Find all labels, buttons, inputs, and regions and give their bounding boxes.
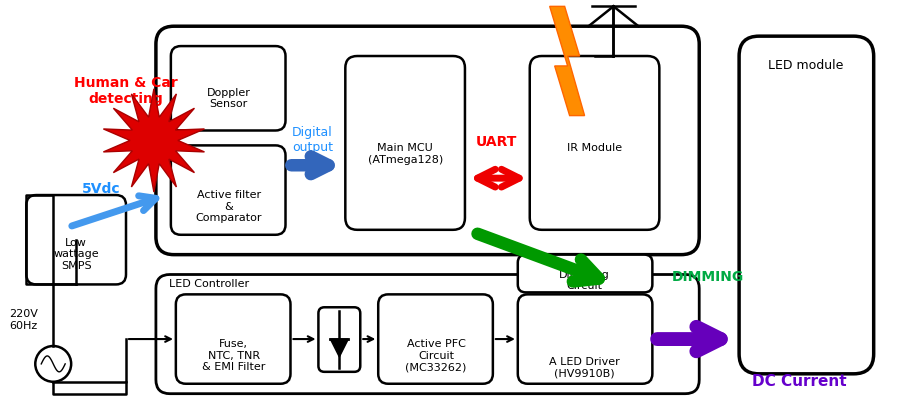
FancyBboxPatch shape bbox=[171, 145, 286, 235]
Text: A LED Driver
(HV9910B): A LED Driver (HV9910B) bbox=[550, 357, 620, 379]
FancyBboxPatch shape bbox=[518, 255, 652, 292]
Text: 220V
60Hz: 220V 60Hz bbox=[9, 309, 39, 331]
FancyBboxPatch shape bbox=[530, 56, 659, 230]
Text: DIMMING: DIMMING bbox=[672, 270, 744, 284]
FancyBboxPatch shape bbox=[319, 307, 360, 372]
Text: Active filter
&
Comparator: Active filter & Comparator bbox=[196, 190, 262, 223]
FancyBboxPatch shape bbox=[171, 46, 286, 130]
Text: DC Current: DC Current bbox=[752, 374, 846, 389]
Text: Main MCU
(ATmega128): Main MCU (ATmega128) bbox=[367, 143, 443, 165]
Polygon shape bbox=[103, 89, 205, 192]
Polygon shape bbox=[330, 339, 348, 357]
Text: Fuse,
NTC, TNR
& EMI Filter: Fuse, NTC, TNR & EMI Filter bbox=[202, 339, 265, 372]
FancyBboxPatch shape bbox=[346, 56, 465, 230]
FancyBboxPatch shape bbox=[518, 294, 652, 384]
Text: LED module: LED module bbox=[768, 59, 843, 72]
FancyBboxPatch shape bbox=[156, 275, 700, 394]
Polygon shape bbox=[550, 6, 585, 115]
Text: 5Vdc: 5Vdc bbox=[82, 182, 120, 196]
Text: Low
wattage
SMPS: Low wattage SMPS bbox=[53, 238, 99, 271]
Text: LED Controller: LED Controller bbox=[169, 279, 249, 290]
FancyBboxPatch shape bbox=[176, 294, 290, 384]
Text: UART: UART bbox=[476, 135, 517, 149]
FancyBboxPatch shape bbox=[739, 36, 874, 374]
FancyBboxPatch shape bbox=[26, 195, 126, 284]
Text: Dimming
Circuit: Dimming Circuit bbox=[559, 270, 610, 291]
FancyBboxPatch shape bbox=[378, 294, 493, 384]
FancyBboxPatch shape bbox=[156, 26, 700, 255]
Text: Digital
output: Digital output bbox=[292, 126, 333, 153]
Text: Doppler
Sensor: Doppler Sensor bbox=[207, 88, 251, 109]
Text: Human & Car
detecting: Human & Car detecting bbox=[75, 76, 178, 106]
Text: Active PFC
Circuit
(MC33262): Active PFC Circuit (MC33262) bbox=[405, 339, 467, 372]
Text: IR Module: IR Module bbox=[567, 143, 622, 153]
